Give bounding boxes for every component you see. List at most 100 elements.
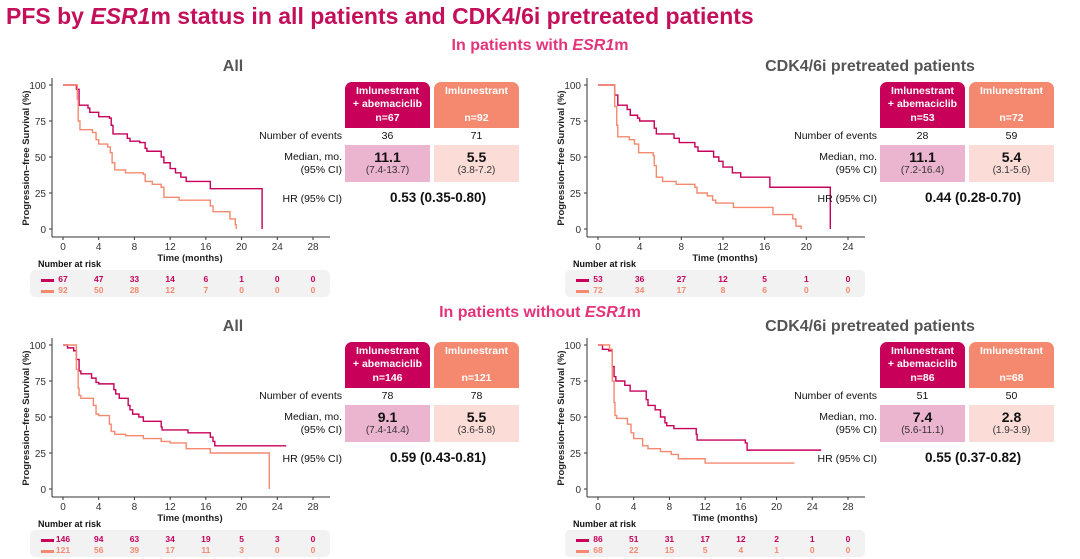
combo-at-risk-count: 47 <box>93 274 104 284</box>
combo-at-risk-count: 2 <box>774 534 779 544</box>
mono-at-risk-count: 28 <box>129 285 140 295</box>
x-tick-label: 8 <box>667 502 673 513</box>
arm-name: + abemaciclib <box>352 98 423 110</box>
mono-at-risk-count: 0 <box>239 285 244 295</box>
x-tick-label: 12 <box>717 242 729 253</box>
combo-median-cell: 11.1 (7.2-16.4) <box>880 145 965 182</box>
combo-at-risk-count: 63 <box>129 534 140 544</box>
section-text: m <box>614 37 629 54</box>
mono-at-risk-count: 92 <box>58 285 68 295</box>
arm-n: n=86 <box>910 372 935 384</box>
mono-at-risk-count: 12 <box>165 285 175 295</box>
arm-n: n=53 <box>910 112 935 124</box>
x-tick-label: 0 <box>60 242 66 253</box>
combo-ci: (7.2-16.4) <box>900 165 945 176</box>
x-tick-label: 16 <box>759 242 771 253</box>
median-label: Median, mo. (95% CI) <box>0 411 342 437</box>
ci-label-text: (95% CI) <box>300 424 342 436</box>
x-tick-label: 8 <box>679 242 685 253</box>
combo-median: 9.1 <box>377 409 398 425</box>
combo-legend-line <box>576 279 589 282</box>
y-tick-label: 0 <box>40 225 46 236</box>
mono-median: 2.8 <box>1001 409 1022 425</box>
combo-at-risk-count: 1 <box>803 274 809 284</box>
km-chart: 0 25 50 75 100 0 4 8 12 16 20 24 Progression–free Su… <box>556 78 865 264</box>
combo-arm-header: Imlunestrant + abemaciclib n=86 <box>880 342 965 388</box>
mono-arm-header: Imlunestrant n=121 <box>434 342 519 388</box>
combo-at-risk-count: 0 <box>845 534 851 544</box>
combo-at-risk-count: 12 <box>718 274 728 284</box>
x-axis-label: Time (months) <box>692 513 757 524</box>
mono-at-risk-count: 17 <box>165 545 175 555</box>
y-tick-label: 25 <box>570 449 582 460</box>
slide-title: PFS by ESR1m status in all patients and … <box>6 3 754 30</box>
mono-median-cell: 5.5 (3.8-7.2) <box>434 145 519 182</box>
hr-label: HR (95% CI) <box>817 193 877 205</box>
mono-at-risk-count: 0 <box>310 545 316 555</box>
mono-at-risk-count: 6 <box>762 285 768 295</box>
km-panel: CDK4/6i pretreated patients 0 25 50 75 100 0 4 8… <box>535 318 1075 559</box>
combo-ci: (7.4-14.4) <box>365 425 410 436</box>
combo-at-risk-count: 14 <box>165 274 175 284</box>
combo-legend-line <box>576 539 589 542</box>
combo-at-risk-count: 3 <box>274 534 280 544</box>
mono-survival-curve <box>598 344 795 464</box>
combo-events: 28 <box>916 130 929 142</box>
mono-median-cell: 2.8 (1.9-3.9) <box>969 405 1054 442</box>
mono-at-risk-count: 22 <box>628 545 639 555</box>
arm-n: n=68 <box>999 372 1024 384</box>
mono-at-risk-count: 72 <box>593 285 603 295</box>
y-tick-label: 50 <box>570 153 582 164</box>
arm-name: Imlunestrant <box>444 345 508 357</box>
mono-legend-line <box>41 550 54 553</box>
section-gene: ESR1 <box>572 37 615 54</box>
mono-legend-line <box>576 290 589 293</box>
y-tick-label: 0 <box>575 225 581 236</box>
x-tick-label: 0 <box>595 502 601 513</box>
arm-name: Imlunestrant <box>979 85 1043 97</box>
events-label: Number of events <box>794 130 877 142</box>
mono-ci: (3.8-7.2) <box>457 165 496 176</box>
number-at-risk-table <box>565 530 865 557</box>
combo-survival-curve <box>598 344 822 451</box>
mono-events: 71 <box>470 130 483 142</box>
mono-at-risk-count: 0 <box>809 545 815 555</box>
combo-at-risk-count: 19 <box>201 534 211 544</box>
x-axis-label: Time (months) <box>157 513 222 524</box>
mono-at-risk-count: 15 <box>664 545 675 555</box>
combo-at-risk-count: 0 <box>310 274 316 284</box>
y-tick-label: 50 <box>570 413 582 424</box>
panel-title: CDK4/6i pretreated patients <box>765 58 975 75</box>
number-at-risk-table <box>565 270 865 297</box>
mono-legend-line <box>41 290 54 293</box>
arm-n: n=121 <box>461 372 492 384</box>
y-tick-label: 25 <box>35 189 47 200</box>
mono-median-cell: 5.4 (3.1-5.6) <box>969 145 1054 182</box>
mono-at-risk-count: 68 <box>593 545 603 555</box>
combo-at-risk-count: 146 <box>55 534 71 544</box>
section-gene: ESR1 <box>584 304 627 321</box>
number-at-risk-title: Number at risk <box>573 259 637 269</box>
mono-arm-header: Imlunestrant n=92 <box>434 82 519 128</box>
mono-at-risk-count: 0 <box>274 285 280 295</box>
panel-title: All <box>222 58 244 75</box>
y-axis-label: Progression–free Survival (%) <box>556 350 567 485</box>
title-part: m status in all patients and CDK4/6i pre… <box>150 3 754 29</box>
ci-label-text: (95% CI) <box>835 164 877 176</box>
combo-at-risk-count: 36 <box>634 274 645 284</box>
mono-ci: (1.9-3.9) <box>992 425 1031 436</box>
median-label: Median, mo. (95% CI) <box>535 151 877 177</box>
combo-at-risk-count: 0 <box>845 274 851 284</box>
mono-at-risk-count: 56 <box>93 545 104 555</box>
mono-events: 59 <box>1005 130 1018 142</box>
mono-at-risk-count: 1 <box>774 545 779 555</box>
combo-at-risk-count: 0 <box>274 274 280 284</box>
km-panel: All 0 25 50 75 100 0 4 8 12 16 20 24 28 Progression–fr… <box>0 318 540 559</box>
combo-at-risk-count: 94 <box>93 534 104 544</box>
x-tick-label: 4 <box>96 502 102 513</box>
combo-events: 36 <box>381 130 394 142</box>
hr-label: HR (95% CI) <box>817 453 877 465</box>
combo-at-risk-count: 34 <box>165 534 175 544</box>
combo-at-risk-count: 0 <box>310 534 316 544</box>
combo-at-risk-count: 12 <box>736 534 746 544</box>
